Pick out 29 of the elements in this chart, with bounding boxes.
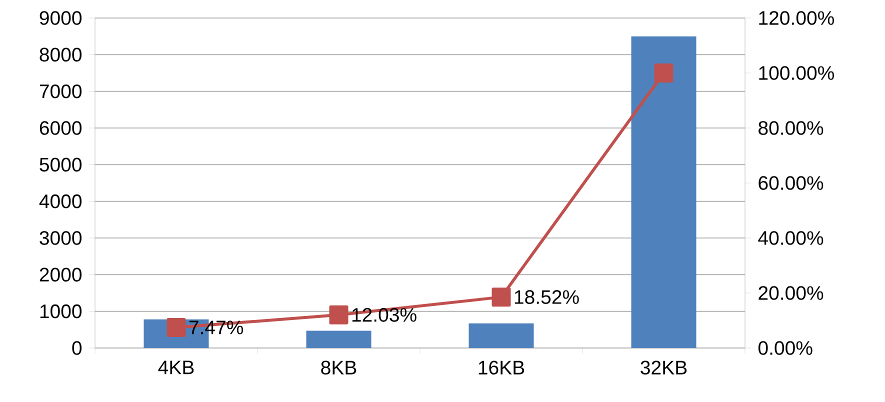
y2-tick-label: 120.00%	[759, 11, 834, 25]
y2-tick-label: 0.00%	[758, 341, 812, 355]
data-label: 18.52%	[514, 290, 579, 304]
y-tick-label: 5000	[40, 158, 82, 172]
bar	[306, 330, 372, 348]
y-tick-label: 2000	[40, 268, 82, 282]
x-tick-label: 8KB	[321, 360, 356, 375]
y-tick-label: 0	[72, 341, 82, 355]
y-tick-label: 9000	[40, 11, 82, 25]
data-label: 12.03%	[352, 308, 416, 322]
bar	[468, 323, 534, 348]
y-tick-label: 7000	[40, 84, 82, 98]
point	[654, 63, 674, 82]
y-tick-label: 1000	[40, 304, 82, 318]
x-tick-label: 16KB	[478, 360, 524, 375]
y-tick-label: 8000	[40, 48, 82, 62]
y-tick-label: 3000	[40, 231, 82, 245]
bar	[631, 36, 696, 348]
x-tick-label: 32KB	[640, 360, 687, 375]
point	[329, 305, 348, 324]
y2-tick-label: 60.00%	[758, 176, 824, 190]
y2-tick-label: 20.00%	[758, 286, 824, 300]
point	[492, 288, 511, 307]
y2-tick-label: 100.00%	[759, 66, 834, 80]
x-tick-label: 4KB	[158, 360, 194, 374]
y2-tick-label: 40.00%	[758, 231, 824, 245]
y-tick-label: 4000	[39, 194, 82, 208]
y2-tick-label: 80.00%	[758, 121, 824, 135]
y-tick-label: 6000	[40, 121, 82, 135]
